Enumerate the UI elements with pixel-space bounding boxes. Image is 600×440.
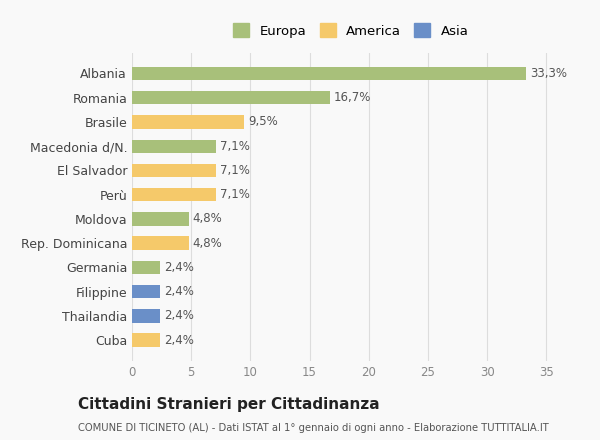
Text: 7,1%: 7,1% [220,164,250,177]
Bar [132,139,216,153]
Text: 7,1%: 7,1% [220,139,250,153]
Text: 7,1%: 7,1% [220,188,250,201]
Bar [132,67,526,80]
Bar [132,164,216,177]
Text: 2,4%: 2,4% [164,309,194,323]
Legend: Europa, America, Asia: Europa, America, Asia [229,19,473,41]
Text: COMUNE DI TICINETO (AL) - Dati ISTAT al 1° gennaio di ogni anno - Elaborazione T: COMUNE DI TICINETO (AL) - Dati ISTAT al … [78,423,549,433]
Bar [132,188,216,202]
Text: 33,3%: 33,3% [530,67,567,80]
Bar [132,115,244,128]
Bar [132,334,160,347]
Text: 2,4%: 2,4% [164,285,194,298]
Bar [132,236,189,250]
Text: 2,4%: 2,4% [164,261,194,274]
Bar [132,261,160,274]
Bar [132,285,160,298]
Bar [132,212,189,226]
Text: 16,7%: 16,7% [333,91,371,104]
Text: Cittadini Stranieri per Cittadinanza: Cittadini Stranieri per Cittadinanza [78,397,380,412]
Text: 2,4%: 2,4% [164,334,194,347]
Bar [132,91,329,104]
Text: 9,5%: 9,5% [248,115,278,128]
Text: 4,8%: 4,8% [193,237,222,249]
Text: 4,8%: 4,8% [193,213,222,225]
Bar [132,309,160,323]
